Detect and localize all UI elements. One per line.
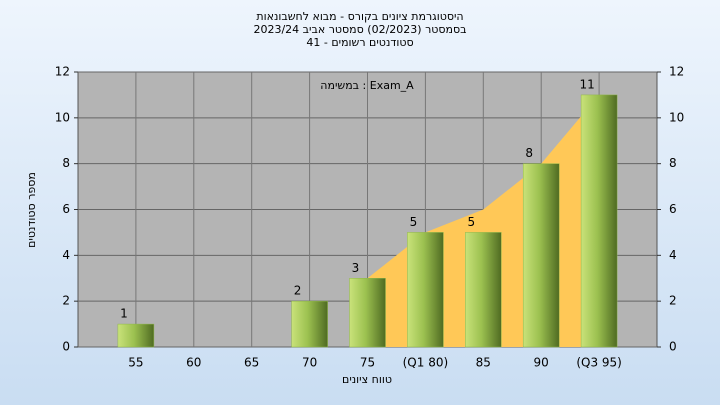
y2-tick-label: 8 [669,156,677,170]
bar [580,94,618,348]
data-label: 5 [410,215,418,229]
bar [407,232,444,348]
x-tick-label: 75 [360,356,375,370]
data-label: 8 [525,146,533,160]
y2-tick-label: 2 [669,294,677,308]
bar [349,278,386,348]
y2-tick-label: 10 [669,110,684,124]
bar [465,232,502,348]
y2-tick-label: 4 [669,248,677,262]
bar [117,323,155,348]
y-tick-label: 12 [55,65,70,79]
y-tick-label: 0 [62,340,70,354]
chart-title: היסטוגרמת ציונים בקורס - מבוא לחשבונאות [256,10,463,23]
data-label: 11 [579,77,594,91]
x-tick-label: 90 [534,356,549,370]
y-tick-label: 4 [62,248,70,262]
data-label: 1 [120,307,128,321]
data-label: 5 [467,215,475,229]
x-tick-label: 60 [186,356,201,370]
x-tick-label: 70 [302,356,317,370]
x-axis-label: טווח ציונים [342,373,392,386]
x-tick-label: 55 [128,356,143,370]
chart-subtitle: סטודנטים רשומים - 41 [306,36,413,49]
y-tick-label: 2 [62,294,70,308]
y2-tick-label: 6 [669,202,677,216]
x-tick-label: (Q3 95) [576,356,622,370]
y-tick-label: 6 [62,202,70,216]
chart-subtitle: בסמסטר (02/2023) סמסטר אביב 2023/24 [253,23,466,36]
bar [291,300,328,348]
data-label: 2 [294,284,302,298]
data-label: 3 [352,261,360,275]
y-tick-label: 8 [62,156,70,170]
y2-tick-label: 12 [669,65,684,79]
y2-tick-label: 0 [669,340,677,354]
y-axis-label: מספר סטודנטים [25,172,38,248]
x-tick-label: (Q1 80) [403,356,449,370]
x-tick-label: 85 [476,356,491,370]
bar [522,163,560,348]
y-tick-label: 10 [55,110,70,124]
x-tick-label: 65 [244,356,259,370]
